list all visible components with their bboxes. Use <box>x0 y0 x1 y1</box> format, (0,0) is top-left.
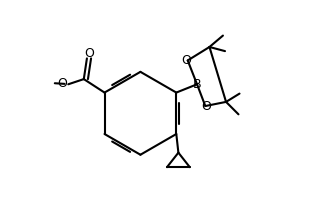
Text: O: O <box>201 100 211 113</box>
Text: O: O <box>57 77 67 90</box>
Text: O: O <box>84 47 94 60</box>
Text: B: B <box>193 78 201 91</box>
Text: O: O <box>181 54 191 67</box>
